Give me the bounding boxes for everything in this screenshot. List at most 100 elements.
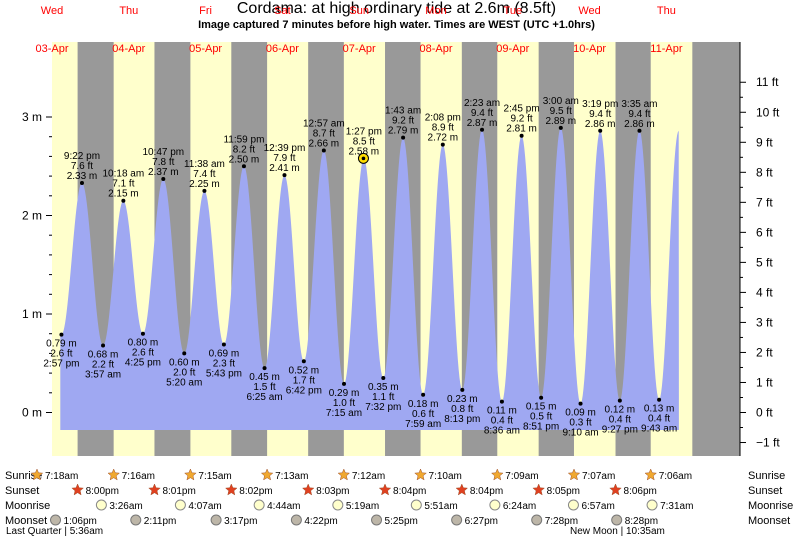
sunrise-icon — [260, 468, 274, 481]
sunset-icon — [224, 483, 238, 496]
left-axis-tick-label: 3 m — [22, 110, 42, 124]
high-tide-label: 12:57 am — [303, 118, 345, 129]
moonrise-icon — [567, 499, 579, 511]
low-tide-label: 9:10 am — [562, 428, 598, 439]
high-tide-label: 3:00 am — [543, 96, 579, 107]
sunrise-time: 7:12am — [352, 471, 385, 482]
high-tide-point — [440, 142, 445, 147]
low-tide-label: 0.13 m — [644, 404, 675, 415]
low-tide-point — [342, 381, 346, 386]
sunrise-time: 7:16am — [122, 471, 155, 482]
low-tide-point — [578, 401, 583, 406]
day-of-week-label: Sat — [274, 5, 291, 17]
low-tide-label: 4:25 pm — [125, 358, 161, 369]
moonset-time: 4:22pm — [304, 516, 337, 527]
high-tide-label: 2.79 m — [388, 126, 419, 137]
high-tide-label: 10:47 pm — [142, 147, 184, 158]
day-of-week-label: Wed — [578, 5, 600, 17]
day-of-week-label: Mon — [425, 5, 446, 17]
right-axis-tick-label: 3 ft — [756, 315, 773, 329]
low-tide-label: 0.09 m — [565, 408, 596, 419]
tide-curve — [60, 128, 679, 430]
low-tide-point — [59, 332, 64, 337]
high-tide-point — [321, 148, 326, 153]
high-tide-label: 2.33 m — [67, 171, 98, 182]
low-tide-label: 5:20 am — [166, 377, 202, 388]
low-tide-label: 8:13 pm — [444, 414, 480, 425]
low-tide-label: 0.29 m — [329, 388, 360, 399]
low-tide-label: 2.3 ft — [213, 359, 235, 370]
high-tide-label: 2.86 m — [624, 119, 655, 130]
moonrise-time: 6:57am — [581, 501, 614, 512]
high-tide-label: 1:43 am — [385, 106, 421, 117]
high-tide-point — [79, 180, 84, 185]
low-tide-label: 0.60 m — [169, 357, 200, 368]
high-tide-point — [282, 173, 287, 178]
moonset-time: 2:11pm — [144, 516, 177, 527]
low-tide-label: 0.79 m — [46, 339, 77, 350]
right-axis-tick-label: 5 ft — [756, 255, 773, 269]
moonrise-time: 5:19am — [346, 501, 379, 512]
high-tide-label: 2:23 am — [464, 98, 500, 109]
moonset-icon — [611, 514, 623, 526]
moonset-time: 3:17pm — [224, 516, 257, 527]
right-axis-tick-label: 4 ft — [756, 285, 773, 299]
sunset-icon — [148, 483, 161, 496]
low-tide-label: 0.11 m — [487, 406, 517, 417]
high-tide-point — [241, 164, 246, 169]
high-tide-label: 2.50 m — [229, 154, 260, 165]
low-tide-label: 8:51 pm — [523, 422, 559, 433]
sunrise-time: 7:09am — [505, 471, 538, 482]
moon-phase-last-quarter: Last Quarter | 5:36am — [6, 526, 103, 537]
sunrise-icon — [567, 468, 581, 481]
right-axis-tick-label: 0 ft — [756, 406, 773, 420]
low-tide-label: 0.4 ft — [491, 416, 513, 427]
sunset-time: 8:03pm — [316, 486, 349, 497]
high-tide-label: 2.89 m — [546, 116, 577, 127]
left-axis-tick-label: 0 m — [22, 406, 42, 420]
moonrise-time: 3:26am — [109, 501, 142, 512]
low-tide-label: 9:27 pm — [602, 425, 638, 436]
sunset-time: 8:05pm — [547, 486, 580, 497]
low-tide-point — [101, 343, 106, 348]
low-tide-label: 2.0 ft — [173, 367, 195, 378]
low-tide-point — [460, 387, 465, 392]
date-label: 08-Apr — [419, 43, 452, 55]
high-tide-label: 2.81 m — [506, 124, 537, 135]
sunrise-icon — [337, 468, 351, 481]
low-tide-label: 0.3 ft — [569, 418, 591, 429]
high-tide-point — [121, 198, 126, 203]
low-tide-label: 0.12 m — [605, 405, 636, 416]
moonrise-time: 6:24am — [503, 501, 536, 512]
moonrise-icon — [332, 499, 344, 511]
date-label: 11-Apr — [650, 43, 683, 55]
low-tide-label: 1.7 ft — [293, 375, 315, 386]
day-of-week-label: Thu — [657, 5, 676, 17]
low-tide-point — [617, 398, 622, 403]
high-tide-label: 9.2 ft — [510, 114, 532, 125]
low-tide-label: 9:43 am — [641, 424, 677, 435]
sunset-icon — [301, 483, 315, 496]
moonset-row-label-right: Moonset — [748, 515, 790, 527]
date-label: 05-Apr — [189, 43, 222, 55]
right-axis-tick-label: 9 ft — [756, 135, 773, 149]
moonrise-icon — [410, 499, 422, 511]
low-tide-label: 0.4 ft — [648, 414, 670, 425]
sunset-icon — [378, 483, 392, 496]
moonrise-row-label: Moonrise — [5, 500, 50, 512]
sunset-time: 8:02pm — [239, 486, 272, 497]
date-label: 09-Apr — [496, 43, 529, 55]
sunrise-icon — [184, 468, 197, 481]
high-tide-label: 2.72 m — [428, 133, 459, 144]
day-of-week-label: Wed — [41, 5, 63, 17]
high-tide-point — [519, 133, 524, 138]
sunrise-icon — [107, 468, 121, 481]
high-tide-label: 11:59 pm — [223, 134, 264, 145]
low-tide-point — [221, 342, 226, 347]
high-tide-label: 9.4 ft — [628, 109, 650, 120]
date-label: 07-Apr — [343, 43, 376, 55]
high-tide-label: 3:19 pm — [582, 99, 618, 110]
sunset-time: 8:04pm — [393, 486, 426, 497]
high-tide-label: 8.2 ft — [233, 144, 255, 155]
right-axis-tick-label: 6 ft — [756, 225, 773, 239]
